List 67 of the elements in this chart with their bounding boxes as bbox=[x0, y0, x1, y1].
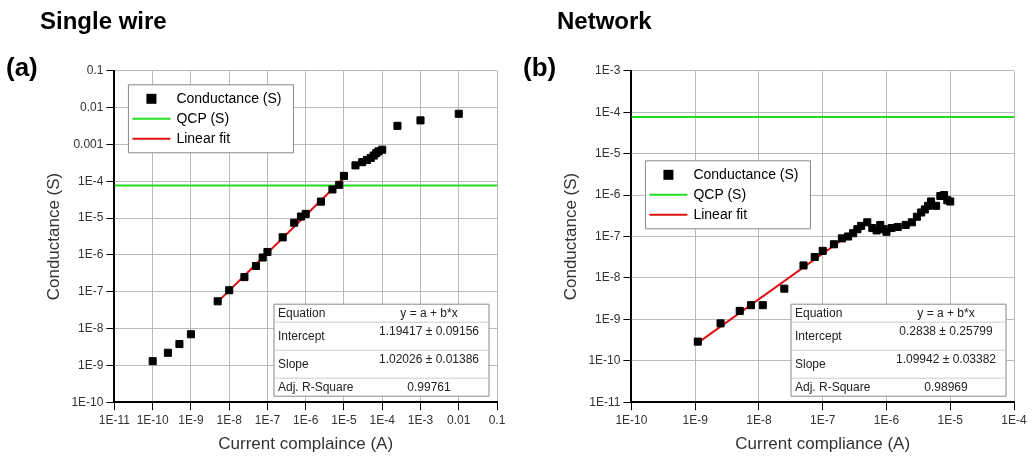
annotation: Adj. R-Square bbox=[795, 379, 871, 394]
annotation: Intercept bbox=[278, 328, 326, 343]
y-tick-label: 1E-11 bbox=[589, 394, 621, 409]
y-tick-label: 1E-5 bbox=[595, 145, 621, 160]
legend-label: Linear fit bbox=[176, 129, 231, 146]
x-tick-label: 1E-7 bbox=[810, 412, 836, 427]
x-tick-label: 1E-10 bbox=[615, 412, 648, 427]
legend-label: QCP (S) bbox=[693, 185, 747, 202]
x-tick-label: 0.1 bbox=[488, 412, 506, 427]
x-tick-label: 1E-7 bbox=[254, 412, 281, 427]
annotation: Slope bbox=[278, 356, 310, 371]
y-tick-label: 1E-9 bbox=[595, 311, 621, 326]
x-tick-label: 1E-8 bbox=[216, 412, 243, 427]
y-tick-label: 1E-4 bbox=[78, 173, 104, 188]
annotation: Adj. R-Square bbox=[278, 379, 354, 394]
x-tick-label: 1E-4 bbox=[369, 412, 396, 427]
annotation: Equation bbox=[278, 305, 326, 320]
legend-label: Linear fit bbox=[693, 205, 748, 222]
y-tick-label: 0.01 bbox=[80, 99, 104, 114]
annotation: y = a + b*x bbox=[400, 305, 458, 320]
x-tick-label: 1E-3 bbox=[407, 412, 434, 427]
x-tick-label: 1E-9 bbox=[178, 412, 204, 427]
y-tick-label: 1E-6 bbox=[78, 247, 104, 262]
legend-label: Conductance (S) bbox=[176, 89, 282, 106]
x-tick-label: 1E-6 bbox=[873, 412, 900, 427]
annotation: y = a + b*x bbox=[917, 305, 975, 320]
annotation: Equation bbox=[795, 305, 843, 320]
annotation: Intercept bbox=[795, 328, 843, 343]
annotation: 1.02026 ± 0.01386 bbox=[378, 351, 480, 366]
annotation: 0.99761 bbox=[407, 379, 452, 394]
y-tick-label: 1E-7 bbox=[595, 228, 621, 243]
y-tick-label: 0.1 bbox=[86, 63, 104, 78]
annotation: 1.09942 ± 0.03382 bbox=[895, 351, 997, 366]
text: (b) bbox=[523, 52, 557, 83]
annotation: Slope bbox=[795, 356, 827, 371]
y-tick-label: 1E-4 bbox=[595, 104, 621, 119]
chart-title: Single wire bbox=[40, 7, 167, 35]
annotation: 0.98969 bbox=[924, 379, 969, 394]
x-axis-title: Current complaince (A) bbox=[218, 434, 394, 454]
y-tick-label: 1E-3 bbox=[595, 63, 621, 78]
legend-label: QCP (S) bbox=[176, 109, 230, 126]
y-axis-title: Conductance (S) bbox=[560, 172, 580, 301]
y-tick-label: 1E-5 bbox=[78, 210, 104, 225]
y-axis-title: Conductance (S) bbox=[43, 172, 63, 301]
x-tick-label: 1E-8 bbox=[746, 412, 772, 427]
x-tick-label: 0.01 bbox=[447, 412, 471, 427]
y-tick-label: 1E-8 bbox=[78, 320, 104, 335]
x-tick-label: 1E-6 bbox=[293, 412, 319, 427]
text: (a) bbox=[6, 52, 38, 83]
x-tick-label: 1E-9 bbox=[682, 412, 709, 427]
y-tick-label: 1E-10 bbox=[588, 353, 621, 368]
y-tick-label: 1E-10 bbox=[71, 394, 104, 409]
x-tick-label: 1E-5 bbox=[331, 412, 357, 427]
y-tick-label: 1E-6 bbox=[595, 187, 621, 202]
x-tick-label: 1E-10 bbox=[136, 412, 170, 427]
y-tick-label: 0.001 bbox=[73, 136, 104, 151]
legend-label: Conductance (S) bbox=[693, 165, 799, 182]
y-tick-label: 1E-9 bbox=[78, 357, 104, 372]
x-tick-label: 1E-11 bbox=[98, 412, 131, 427]
x-tick-label: 1E-4 bbox=[1001, 412, 1027, 427]
x-axis-title: Current compliance (A) bbox=[735, 434, 911, 454]
annotation: 1.19417 ± 0.09156 bbox=[378, 323, 480, 338]
y-tick-label: 1E-7 bbox=[78, 284, 104, 299]
chart-title: Network bbox=[557, 7, 653, 35]
annotation: 0.2838 ± 0.25799 bbox=[899, 323, 993, 338]
x-tick-label: 1E-5 bbox=[937, 412, 964, 427]
y-tick-label: 1E-8 bbox=[595, 270, 621, 285]
